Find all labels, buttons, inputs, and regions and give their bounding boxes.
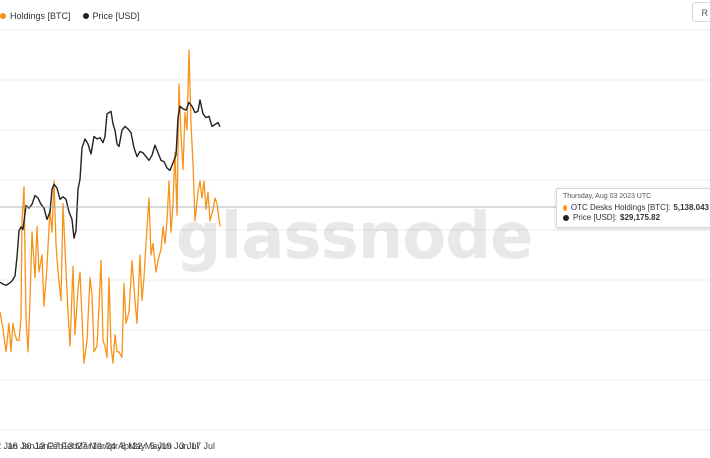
- x-tick-label: 10 Apr: [92, 441, 118, 451]
- x-tick-label: 30 Jan: [21, 441, 48, 451]
- price-series-line: [0, 99, 221, 287]
- x-tick-label: 24 Apr: [106, 441, 132, 451]
- tooltip-date: Thursday, Aug 03 2023 UTC: [563, 193, 652, 200]
- x-tick-label: 17 Jul: [191, 441, 215, 451]
- x-tick-label: 13 Feb: [35, 441, 63, 451]
- x-tick-label: 13 Mar: [63, 441, 91, 451]
- legend-label-holdings: Holdings [BTC]: [10, 11, 71, 21]
- x-tick-label: 3 Jul: [179, 441, 198, 451]
- tooltip-value-price: $29,175.82: [620, 213, 661, 222]
- legend-label-price: Price [USD]: [92, 11, 140, 21]
- legend-item-price[interactable]: Price [USD]: [82, 11, 140, 21]
- x-tick-label: 2 Jan: [0, 441, 18, 451]
- tooltip-value-holdings: 5,138.043: [673, 203, 709, 212]
- x-tick-label: 5 Jun: [150, 441, 172, 451]
- orange-dot-icon: [0, 13, 6, 19]
- legend-item-holdings[interactable]: Holdings [BTC]: [0, 11, 71, 21]
- x-tick-label: 22 May: [132, 441, 162, 451]
- black-dot-icon: [82, 13, 89, 19]
- x-tick-label: 19 Jun: [161, 441, 188, 451]
- tooltip-row-holdings: OTC Desks Holdings [BTC]: 5,138.043: [563, 203, 709, 212]
- x-tick-label: 16 Jan: [7, 441, 34, 451]
- x-tick-label: 8 May: [121, 441, 146, 451]
- grid-lines: [0, 29, 710, 431]
- legend: Holdings [BTC] Price [USD]: [0, 8, 152, 24]
- holdings-series-line: [0, 49, 221, 364]
- watermark: glassnode: [176, 200, 533, 274]
- corner-button[interactable]: R: [692, 2, 710, 22]
- orange-dot-icon: [563, 204, 567, 211]
- series-layer: [0, 49, 221, 364]
- tooltip: Thursday, Aug 03 2023 UTC OTC Desks Hold…: [556, 188, 710, 228]
- tooltip-row-price: Price [USD]: $29,175.82: [563, 213, 709, 222]
- tooltip-label-price: Price [USD]:: [573, 213, 618, 222]
- x-tick-label: 27 Feb: [49, 441, 77, 451]
- black-dot-icon: [563, 214, 569, 221]
- x-tick-label: 27 Mar: [77, 441, 105, 451]
- tooltip-label-holdings: OTC Desks Holdings [BTC]:: [570, 203, 671, 212]
